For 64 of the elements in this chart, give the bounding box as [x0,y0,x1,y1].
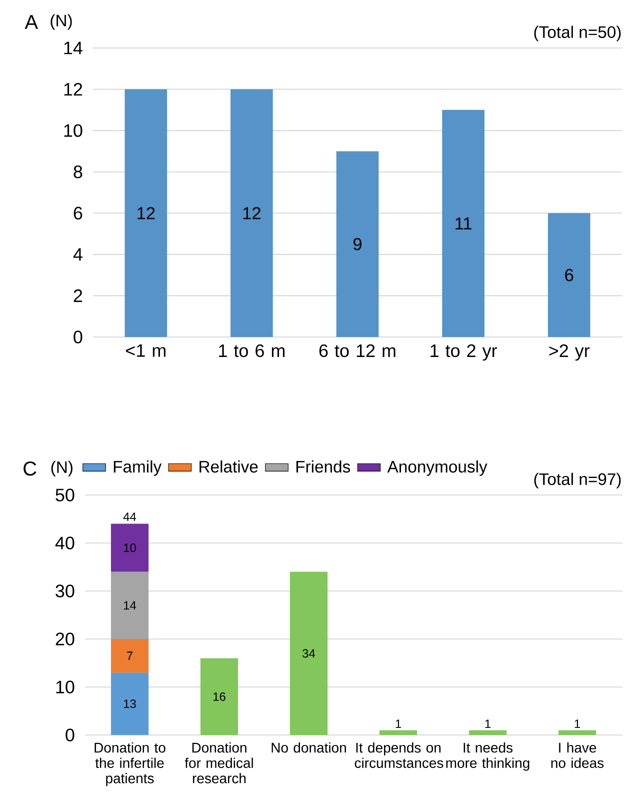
text: (Total n=97) [534,472,621,488]
chart-title: C [24,462,36,476]
y-tick-label: 40 [55,536,74,550]
y-tick-label: 6 [74,206,82,220]
x-tick-label: It needs more thinking [446,742,530,771]
bar [558,730,596,735]
bar [230,89,273,337]
x-tick-label: 1 to 6 m [219,344,284,358]
legend-label: Family [114,460,162,476]
data-label: 9 [353,238,362,250]
bar [124,89,168,337]
x-tick-label: 6 to 12 m [319,344,396,358]
y-tick-label: 14 [64,42,82,54]
x-tick-label: I have no ideas [551,742,604,768]
data-label: 13 [124,700,136,708]
data-label: 1 [396,720,402,728]
bar [442,110,484,337]
data-label: 16 [214,692,226,701]
x-tick-label: It depends on circumstances [354,742,444,768]
y-tick-label: 4 [73,248,82,261]
bar [548,213,590,337]
y-tick-label: 10 [56,680,74,694]
chart-title: A [24,15,38,29]
bar [200,658,238,735]
bar [110,672,149,735]
y-tick-label: 0 [74,330,82,344]
y-tick-label: 20 [56,632,74,646]
y-tick-label: 12 [64,82,82,96]
x-tick-label: Donation for medical research [184,742,253,784]
y-axis-title: (N) [50,14,72,30]
bar [110,524,149,572]
bar [110,572,149,639]
bar [290,572,328,735]
y-tick-label: 30 [56,584,74,598]
data-label: 14 [124,601,136,610]
bar [110,639,149,673]
data-label: 7 [127,652,132,660]
legend-label: Relative [200,460,258,473]
legend-label: Friends [296,460,350,473]
x-tick-label: <1 m [126,344,166,357]
y-tick-label: 0 [66,728,74,742]
x-tick-label: 1 to 2 yr [430,344,497,361]
data-label: 1 [574,720,580,728]
y-tick-label: 2 [74,289,82,302]
data-label: 11 [456,218,472,230]
data-label: 10 [124,544,136,552]
bar [336,151,379,337]
bar [468,730,507,735]
data-label: 12 [243,207,260,220]
total-label: 44 [123,512,136,521]
y-tick-label: 50 [56,488,74,502]
legend-label: Anonymously [387,460,488,476]
x-tick-label: >2 yr [549,344,590,361]
y-axis-title: (N) [51,460,72,476]
x-tick-label: Donation to the infertile patients [94,742,166,786]
y-tick-label: 8 [74,165,82,178]
data-label: 1 [485,720,491,728]
x-tick-label: No donation [272,742,346,753]
bar [379,730,418,735]
data-label: 12 [138,207,155,220]
text: (Total n=50) [534,26,621,42]
y-tick-label: 10 [64,124,82,137]
data-label: 6 [565,268,574,282]
data-label: 34 [302,649,316,658]
